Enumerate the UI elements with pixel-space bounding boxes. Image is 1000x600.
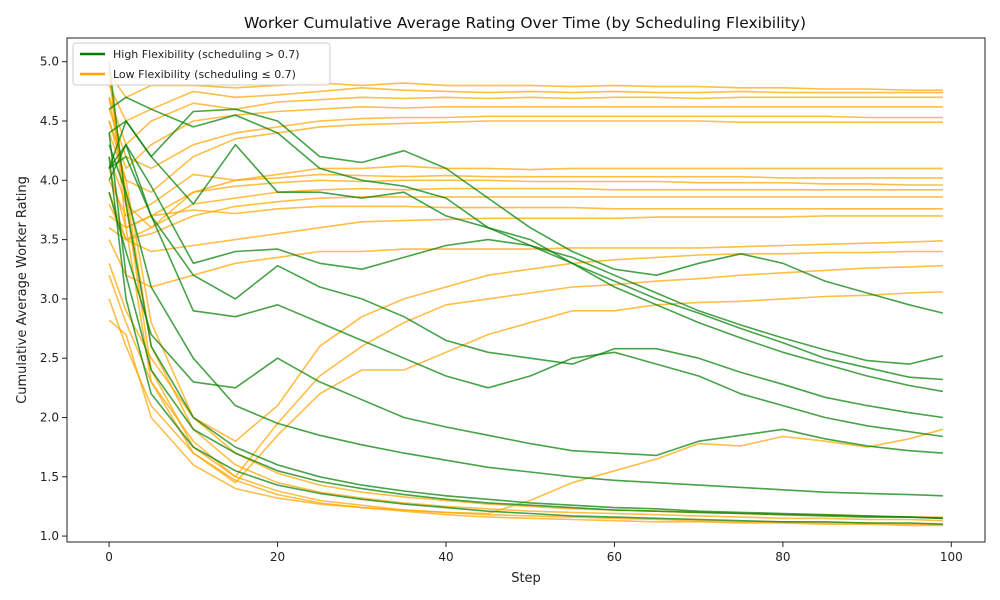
y-tick-label: 2.0 <box>40 410 59 424</box>
y-tick-label: 4.5 <box>40 114 59 128</box>
series-line-low-flexibility-13 <box>108 215 943 253</box>
series-line-high-flexibility-5 <box>108 143 944 365</box>
legend: High Flexibility (scheduling > 0.7) Low … <box>72 42 331 86</box>
y-tick-label: 5.0 <box>40 55 59 69</box>
series-line-low-flexibility-6 <box>108 73 943 99</box>
series-line-low-flexibility-18 <box>108 319 944 515</box>
x-tick-label: 60 <box>607 550 622 564</box>
y-tick-label: 1.0 <box>40 529 59 543</box>
series-line-low-flexibility-5 <box>108 120 943 193</box>
series-line-low-flexibility-9 <box>108 168 943 229</box>
legend-label-low-flexibility: Low Flexibility (scheduling ≤ 0.7) <box>113 68 296 81</box>
legend-box <box>72 42 331 86</box>
chart-title: Worker Cumulative Average Rating Over Ti… <box>244 14 806 32</box>
legend-label-high-flexibility: High Flexibility (scheduling > 0.7) <box>113 48 300 61</box>
y-axis: 1.0 1.5 2.0 2.5 3.0 3.5 4.0 4.5 5.0 <box>40 55 67 543</box>
series-line-high-flexibility-1 <box>108 61 943 520</box>
series-line-low-flexibility-14 <box>108 239 943 288</box>
y-tick-label: 1.5 <box>40 470 59 484</box>
x-tick-label: 100 <box>940 550 963 564</box>
series-line-high-flexibility-10 <box>108 191 943 457</box>
series-line-low-flexibility-17 <box>108 291 943 484</box>
series-line-high-flexibility-6 <box>108 120 944 393</box>
y-tick-label: 2.5 <box>40 351 59 365</box>
series-line-low-flexibility-8 <box>108 173 943 217</box>
x-tick-label: 80 <box>775 550 790 564</box>
x-axis-label: Step <box>511 571 541 586</box>
x-tick-label: 20 <box>270 550 285 564</box>
series-line-low-flexibility-7 <box>108 156 943 229</box>
series-line-high-flexibility-8 <box>108 143 944 419</box>
series-line-high-flexibility-3 <box>108 156 943 525</box>
series-line-high-flexibility-4 <box>108 108 944 314</box>
y-tick-label: 4.0 <box>40 173 59 187</box>
y-tick-label: 3.0 <box>40 292 59 306</box>
y-tick-label: 3.5 <box>40 233 59 247</box>
x-tick-label: 0 <box>105 550 113 564</box>
y-axis-label: Cumulative Average Worker Rating <box>15 176 30 404</box>
series-line-high-flexibility-2 <box>108 132 943 520</box>
series-line-low-flexibility-21 <box>108 97 943 522</box>
plot-frame <box>66 37 986 543</box>
series-line-high-flexibility-9 <box>108 155 944 438</box>
series-line-low-flexibility-12 <box>108 205 943 229</box>
series-line-low-flexibility-10 <box>108 187 943 241</box>
series-line-high-flexibility-11 <box>108 144 943 497</box>
series-line-low-flexibility-3 <box>108 106 943 170</box>
series-line-low-flexibility-20 <box>108 67 943 527</box>
series-line-low-flexibility-4 <box>108 108 943 170</box>
plot-area <box>108 61 944 527</box>
x-axis: 0 20 40 60 80 100 <box>105 542 963 564</box>
series-line-low-flexibility-2 <box>108 96 943 146</box>
series-line-high-flexibility-7 <box>108 96 943 381</box>
series-line-low-flexibility-15 <box>108 250 943 443</box>
series-line-low-flexibility-1 <box>108 85 943 122</box>
x-tick-label: 40 <box>438 550 453 564</box>
